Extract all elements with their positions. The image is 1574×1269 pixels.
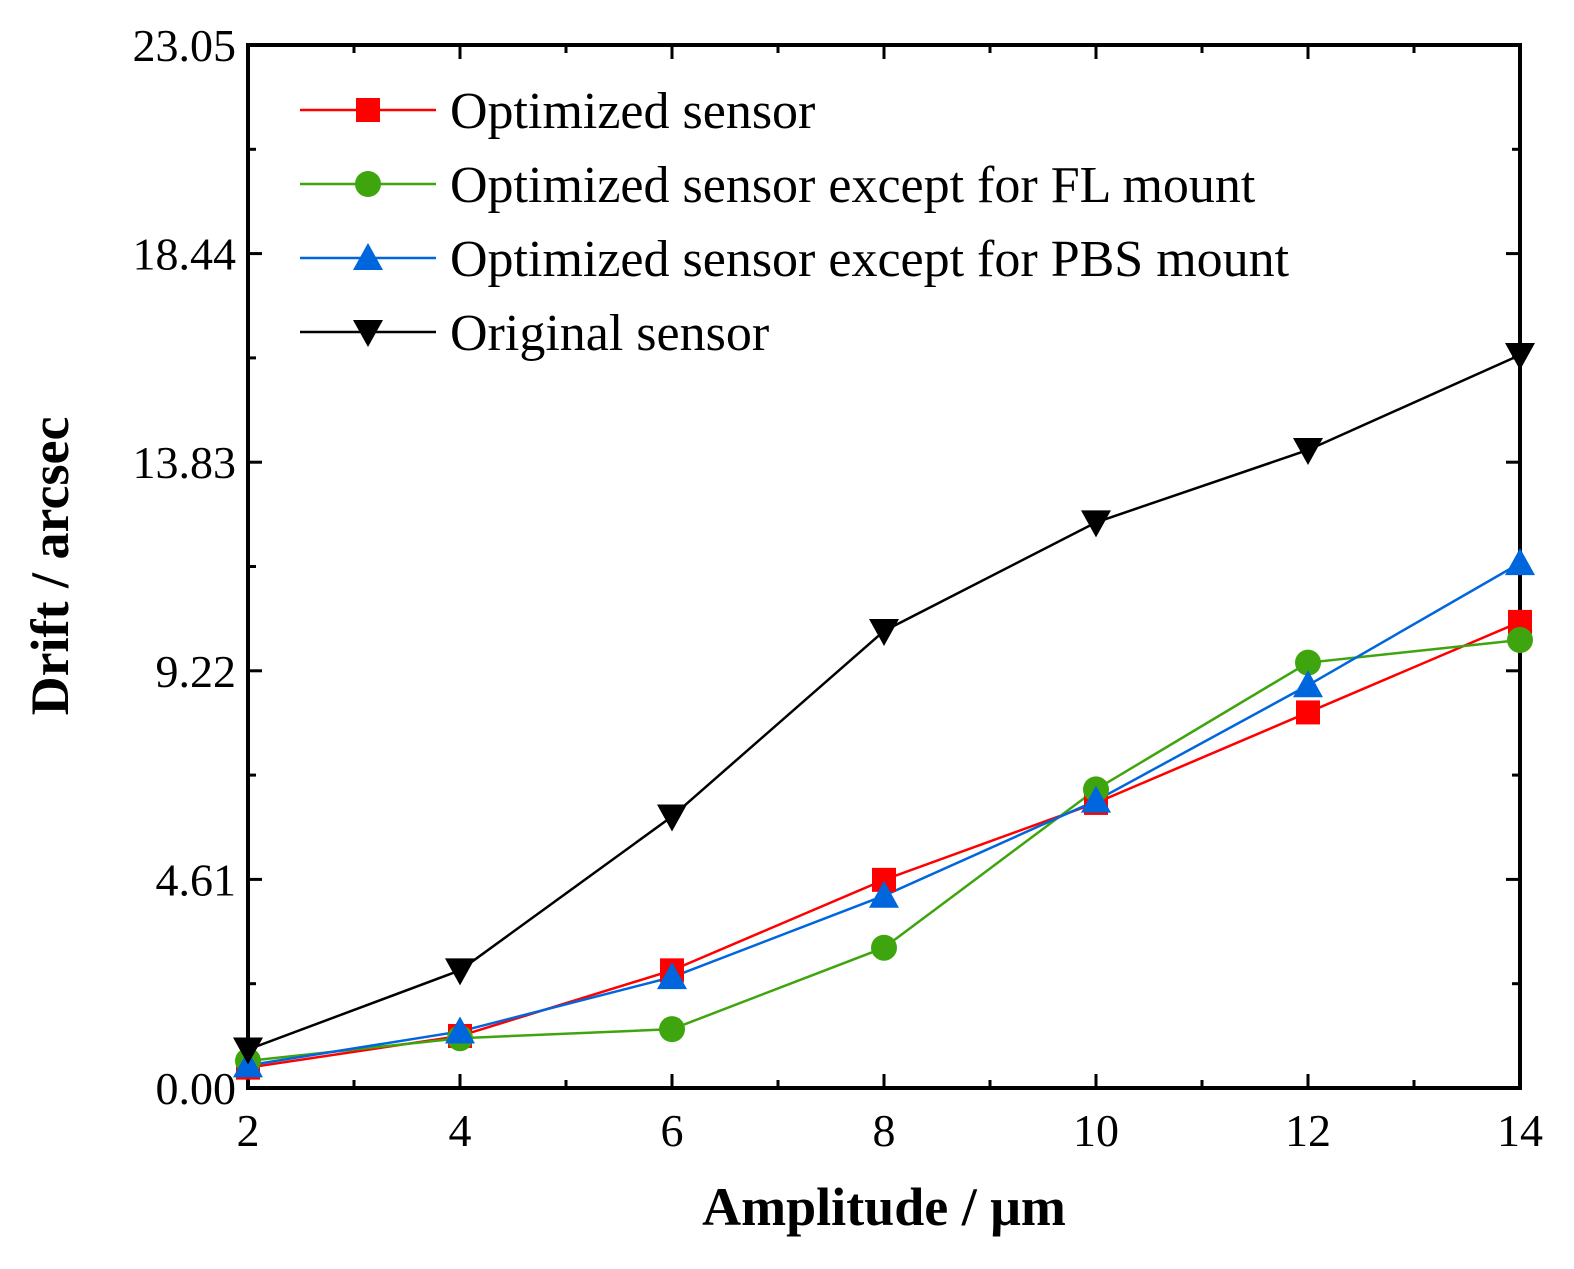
legend-marker-1	[356, 98, 380, 122]
y-tick-label: 18.44	[133, 229, 237, 280]
y-tick-label: 13.83	[133, 437, 237, 488]
series-4-point	[1505, 342, 1535, 370]
series-4-point	[869, 618, 899, 646]
legend-label-4: Original sensor	[450, 305, 769, 362]
x-tick-label: 10	[1073, 1105, 1119, 1156]
axis-ticks: 2 4 6 8 10 12 14 0.00 4.61 9.22 13.83 18.44 23.05	[133, 20, 1544, 1156]
x-tick-label: 4	[449, 1105, 472, 1156]
legend-marker-2	[355, 171, 381, 197]
series-1-point	[1296, 700, 1320, 725]
series-3-point	[869, 880, 899, 908]
series-3-point	[657, 962, 687, 990]
series-line-1	[247, 620, 1521, 1069]
legend-label-2: Optimized sensor except for FL mount	[450, 157, 1256, 214]
x-tick-label: 6	[661, 1105, 684, 1156]
series-3-point	[1293, 670, 1323, 698]
y-tick-label: 4.61	[156, 854, 237, 905]
x-tick-label: 12	[1285, 1105, 1331, 1156]
series-2-point	[1295, 649, 1321, 676]
y-tick-label: 9.22	[156, 646, 237, 697]
series-2-point	[659, 1016, 685, 1043]
legend-marker-4	[353, 320, 383, 347]
y-tick-label: 23.05	[133, 20, 237, 71]
axis-labels: Amplitude / μm Drift / arcsec	[20, 417, 1066, 1237]
y-axis-title: Drift / arcsec	[20, 417, 80, 716]
series-layer	[233, 342, 1535, 1080]
series-4-point	[657, 804, 687, 832]
x-tick-label: 14	[1497, 1105, 1543, 1156]
series-4-point	[1081, 510, 1111, 538]
x-tick-label: 8	[873, 1105, 896, 1156]
x-axis-title: Amplitude / μm	[702, 1177, 1066, 1237]
x-tick-label: 2	[237, 1105, 260, 1156]
series-2-point	[1507, 627, 1533, 654]
series-4-point	[1293, 437, 1323, 465]
legend: Optimized sensor Optimized sensor except …	[300, 83, 1290, 362]
y-tick-label: 0.00	[156, 1063, 237, 1114]
series-4-point	[233, 1037, 263, 1065]
legend-label-1: Optimized sensor	[450, 83, 815, 140]
series-4-point	[445, 958, 475, 986]
series-3-point	[1081, 785, 1111, 813]
legend-marker-3	[353, 243, 383, 270]
legend-label-3: Optimized sensor except for PBS mount	[450, 231, 1290, 288]
series-3-point	[1505, 548, 1535, 576]
series-3-point	[445, 1016, 475, 1044]
series-2-point	[871, 934, 897, 961]
